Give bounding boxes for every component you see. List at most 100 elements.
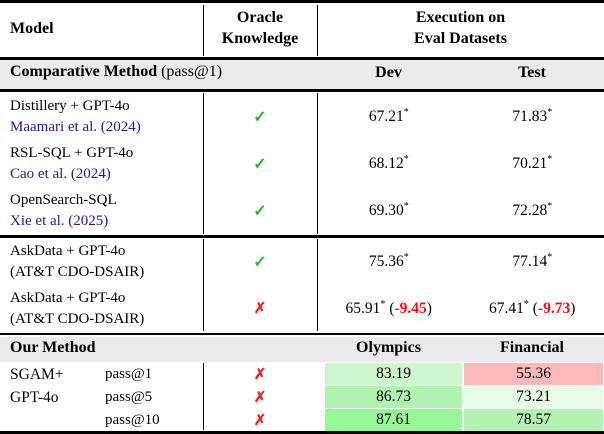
- dev-score: 75.36: [368, 253, 404, 271]
- our-model-name-line1: SGAM+: [10, 366, 64, 383]
- oracle-line1: Oracle: [236, 9, 284, 26]
- sec1-vline-2: [317, 93, 319, 234]
- our-method-rule: [0, 332, 604, 335]
- paren: (: [389, 299, 395, 317]
- star-marker: *: [547, 252, 553, 264]
- sec2-vline-2: [317, 239, 319, 331]
- dev-score-cell: 75.36*: [317, 253, 461, 271]
- execution-line1: Execution on: [415, 9, 506, 26]
- dev-score: 68.12: [368, 154, 404, 172]
- test-delta-group: (-9.73): [533, 300, 576, 317]
- comparative-title-suffix: (pass@1): [161, 63, 223, 80]
- paren: ): [426, 299, 432, 317]
- test-score-cell: 77.14*: [461, 253, 604, 271]
- test-score: 67.41: [489, 299, 524, 317]
- table-row: OpenSearch-SQL Xie et al. (2025) ✓ 69.30…: [0, 188, 604, 235]
- olympics-score-cell: 83.19: [325, 363, 462, 385]
- model-name: AskData + GPT-4o: [10, 243, 126, 260]
- olympics-score-cell: 87.61: [325, 409, 462, 431]
- oracle-cell: ✗: [203, 299, 317, 318]
- test-score-cell: 71.83*: [461, 106, 604, 126]
- our-model-name-line2: GPT-4o: [10, 389, 59, 406]
- col-header-model: Model: [10, 20, 54, 37]
- test-score-cell: 72.28*: [461, 202, 604, 220]
- financial-score-cell: 73.21: [464, 386, 603, 408]
- oracle-cell: ✗: [203, 409, 317, 433]
- citation-link[interactable]: Maamari et al. (2024): [10, 118, 141, 135]
- model-subtitle: (AT&T CDO-DSAIR): [10, 264, 145, 281]
- dev-score-cell: 67.21*: [317, 107, 461, 126]
- dev-delta: -9.45: [394, 299, 427, 317]
- model-name: OpenSearch-SQL: [10, 192, 117, 209]
- check-icon: ✓: [253, 254, 267, 272]
- check-icon: ✓: [253, 203, 267, 221]
- comparative-rows: Distillery + GPT-4o Maamari et al. (2024…: [0, 93, 604, 235]
- comparative-rule: [0, 89, 604, 92]
- table-row: RSL-SQL + GPT-4o Cao et al. (2024) ✓ 68.…: [0, 140, 604, 187]
- pass-label: pass@5: [105, 389, 153, 405]
- pass-label: pass@10: [105, 412, 160, 428]
- test-score: 72.28: [512, 202, 548, 220]
- test-delta: -9.73: [537, 299, 571, 317]
- dev-score: 65.91: [345, 299, 381, 317]
- test-score-cell: 70.21*: [461, 153, 604, 173]
- oracle-cell: ✗: [203, 386, 317, 410]
- model-cell: RSL-SQL + GPT-4o Cao et al. (2024): [0, 143, 203, 185]
- sec3-vline-1: [203, 363, 205, 430]
- comparative-section-title: Comparative Method (pass@1): [10, 63, 222, 81]
- our-method-section-header: Our Method Olympics Financial: [0, 337, 604, 362]
- star-marker: *: [547, 106, 553, 118]
- test-score: 70.21: [512, 154, 548, 172]
- bottom-rule: [0, 431, 604, 434]
- citation-link[interactable]: Xie et al. (2025): [10, 213, 109, 230]
- test-score: 71.83: [512, 107, 548, 125]
- table-row: pass@10 ✗ 87.61 78.57: [0, 409, 604, 432]
- table-row: pass@1 ✗ 83.19 55.36: [0, 363, 604, 386]
- check-icon: ✓: [253, 108, 267, 126]
- oracle-cell: ✓: [203, 252, 317, 272]
- oracle-cell: ✓: [203, 154, 317, 174]
- cross-icon: ✗: [253, 367, 267, 383]
- star-marker: *: [547, 201, 553, 213]
- col-header-financial: Financial: [499, 339, 564, 356]
- header-rule: [0, 57, 604, 60]
- oracle-line2: Knowledge: [221, 30, 299, 47]
- pass-label: pass@1: [105, 366, 153, 382]
- dev-score: 69.30: [368, 202, 404, 220]
- sec2-vline-1: [203, 239, 205, 331]
- comparative-section-header: Comparative Method (pass@1) Dev Test: [0, 60, 604, 89]
- star-marker: *: [403, 252, 409, 264]
- paren: ): [570, 299, 576, 317]
- oracle-cell: ✓: [203, 107, 317, 127]
- oracle-cell: ✓: [203, 201, 317, 221]
- model-name: AskData + GPT-4o: [10, 289, 126, 306]
- table-row: AskData + GPT-4o (AT&T CDO-DSAIR) ✗ 65.9…: [0, 286, 604, 333]
- askdata-rule: [0, 235, 604, 238]
- financial-score-cell: 78.57: [464, 409, 603, 431]
- model-name: RSL-SQL + GPT-4o: [10, 144, 134, 161]
- star-marker: *: [547, 153, 553, 165]
- model-cell: OpenSearch-SQL Xie et al. (2025): [0, 190, 203, 232]
- dev-delta-group: (-9.45): [389, 300, 432, 317]
- citation-link[interactable]: Cao et al. (2024): [10, 165, 111, 182]
- our-method-title: Our Method: [10, 339, 96, 356]
- col-header-olympics: Olympics: [356, 339, 421, 356]
- table-row: pass@5 ✗ 86.73 73.21: [0, 386, 604, 409]
- askdata-rows: AskData + GPT-4o (AT&T CDO-DSAIR) ✓ 75.3…: [0, 239, 604, 332]
- sec1-vline-1: [203, 93, 205, 234]
- col-header-execution: Execution on Eval Datasets: [317, 7, 604, 49]
- col-header-test: Test: [518, 64, 546, 81]
- oracle-cell: ✗: [203, 363, 317, 387]
- model-subtitle: (AT&T CDO-DSAIR): [10, 310, 145, 327]
- dev-score-cell: 68.12*: [317, 154, 461, 173]
- dev-score-cell: 69.30*: [317, 202, 461, 220]
- header-vline-2: [317, 5, 319, 56]
- cross-icon: ✗: [253, 390, 267, 406]
- cross-icon: ✗: [253, 413, 267, 429]
- model-name: Distillery + GPT-4o: [10, 97, 130, 114]
- star-marker: *: [380, 298, 386, 310]
- star-marker: *: [403, 201, 409, 213]
- test-score: 77.14: [512, 253, 548, 271]
- olympics-score-cell: 86.73: [325, 386, 462, 408]
